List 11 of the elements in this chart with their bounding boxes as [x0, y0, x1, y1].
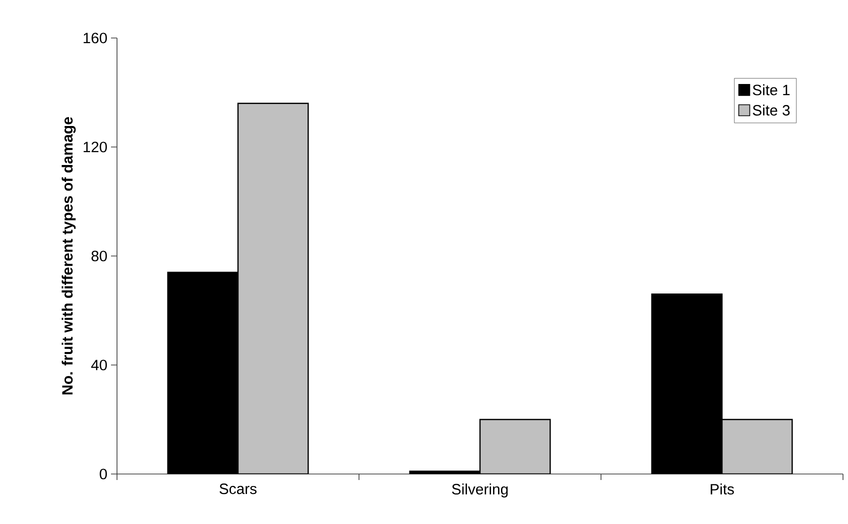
- x-tick-label: Pits: [710, 484, 734, 494]
- y-tick-label: 80: [92, 250, 107, 262]
- y-tick-label: 120: [84, 142, 107, 152]
- legend-label: Site 3: [752, 104, 790, 116]
- y-axis-title: No. fruit with different types of damage: [62, 117, 76, 394]
- y-tick-label: 40: [91, 360, 107, 370]
- x-tick-label: Silvering: [452, 484, 508, 498]
- legend-label: Site 1: [752, 84, 790, 96]
- y-tick-label: 160: [84, 32, 107, 44]
- x-tick-label: Scars: [220, 484, 257, 494]
- y-tick-label: 0: [100, 468, 107, 480]
